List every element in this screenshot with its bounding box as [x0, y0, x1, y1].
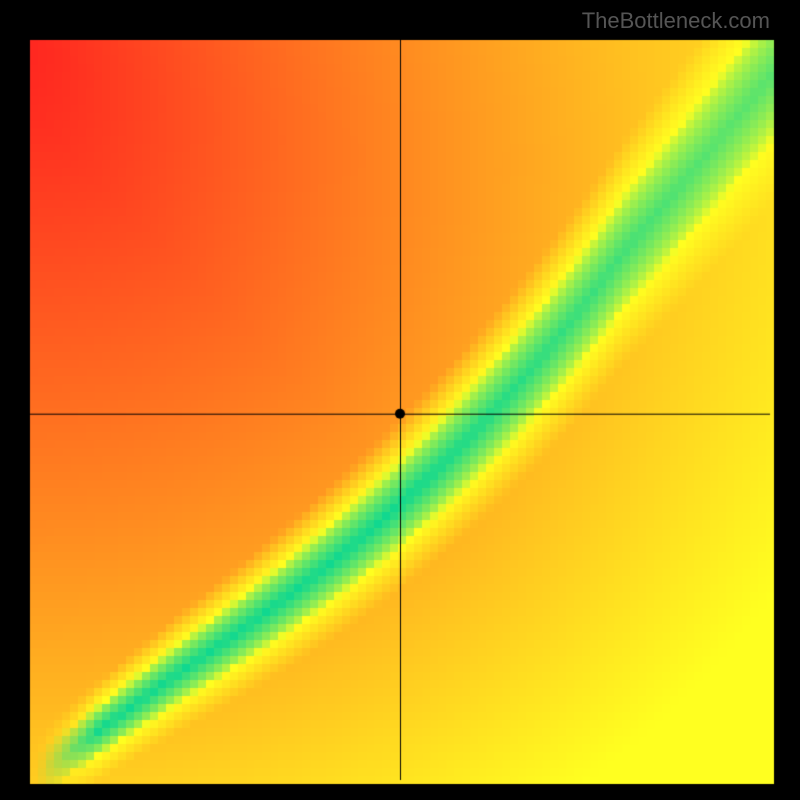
watermark-text: TheBottleneck.com: [582, 8, 770, 34]
chart-container: { "watermark": { "text": "TheBottleneck.…: [0, 0, 800, 800]
bottleneck-heatmap: [0, 0, 800, 800]
